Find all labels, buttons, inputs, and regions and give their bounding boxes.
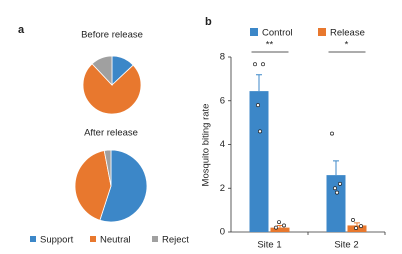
- legend-swatch: [318, 28, 326, 36]
- significance-label: **: [266, 40, 274, 51]
- legend-label: Release: [330, 28, 365, 39]
- data-point: [282, 223, 286, 228]
- pie-slice: [82, 63, 142, 115]
- legend-label: Control: [262, 28, 293, 39]
- data-point: [274, 225, 278, 230]
- data-point: [277, 220, 281, 225]
- pie-slice: [99, 149, 148, 223]
- pie-title: After release: [84, 128, 138, 139]
- bar: [249, 91, 269, 232]
- data-point: [333, 186, 337, 191]
- x-tick-label: Site 2: [334, 240, 358, 251]
- pie-slice: [103, 149, 112, 187]
- data-point: [258, 129, 262, 134]
- panel-label: b: [205, 16, 212, 28]
- legend-swatch: [30, 236, 36, 242]
- legend-label: Reject: [162, 235, 189, 246]
- data-point: [253, 62, 257, 67]
- y-tick-label: 0: [220, 227, 225, 238]
- legend-swatch: [90, 236, 96, 242]
- pie-slice: [74, 150, 112, 221]
- y-tick-label: 2: [220, 183, 225, 194]
- x-tick-label: Site 1: [257, 240, 281, 251]
- legend-swatch: [250, 28, 258, 36]
- data-point: [359, 224, 363, 229]
- data-point: [335, 190, 339, 195]
- pie-title: Before release: [81, 30, 143, 41]
- data-point: [338, 181, 342, 186]
- data-point: [351, 218, 355, 222]
- error-bar: [354, 222, 360, 226]
- y-tick-label: 8: [220, 52, 225, 63]
- legend-label: Support: [40, 235, 74, 246]
- data-point: [261, 62, 265, 67]
- error-bar: [256, 74, 262, 92]
- data-point: [330, 131, 334, 136]
- panel-label: a: [18, 24, 25, 36]
- y-tick-label: 6: [220, 95, 225, 106]
- y-axis-label: Mosquito biting rate: [201, 104, 212, 187]
- pie-slice: [91, 55, 113, 87]
- error-bar: [277, 224, 283, 228]
- data-point: [256, 103, 260, 108]
- significance-label: *: [345, 40, 349, 51]
- bar: [326, 175, 346, 232]
- bar: [270, 227, 290, 232]
- error-bar: [333, 160, 339, 176]
- data-point: [354, 226, 358, 231]
- legend-label: Neutral: [100, 235, 131, 246]
- y-tick-label: 4: [220, 139, 225, 150]
- legend-swatch: [152, 236, 158, 242]
